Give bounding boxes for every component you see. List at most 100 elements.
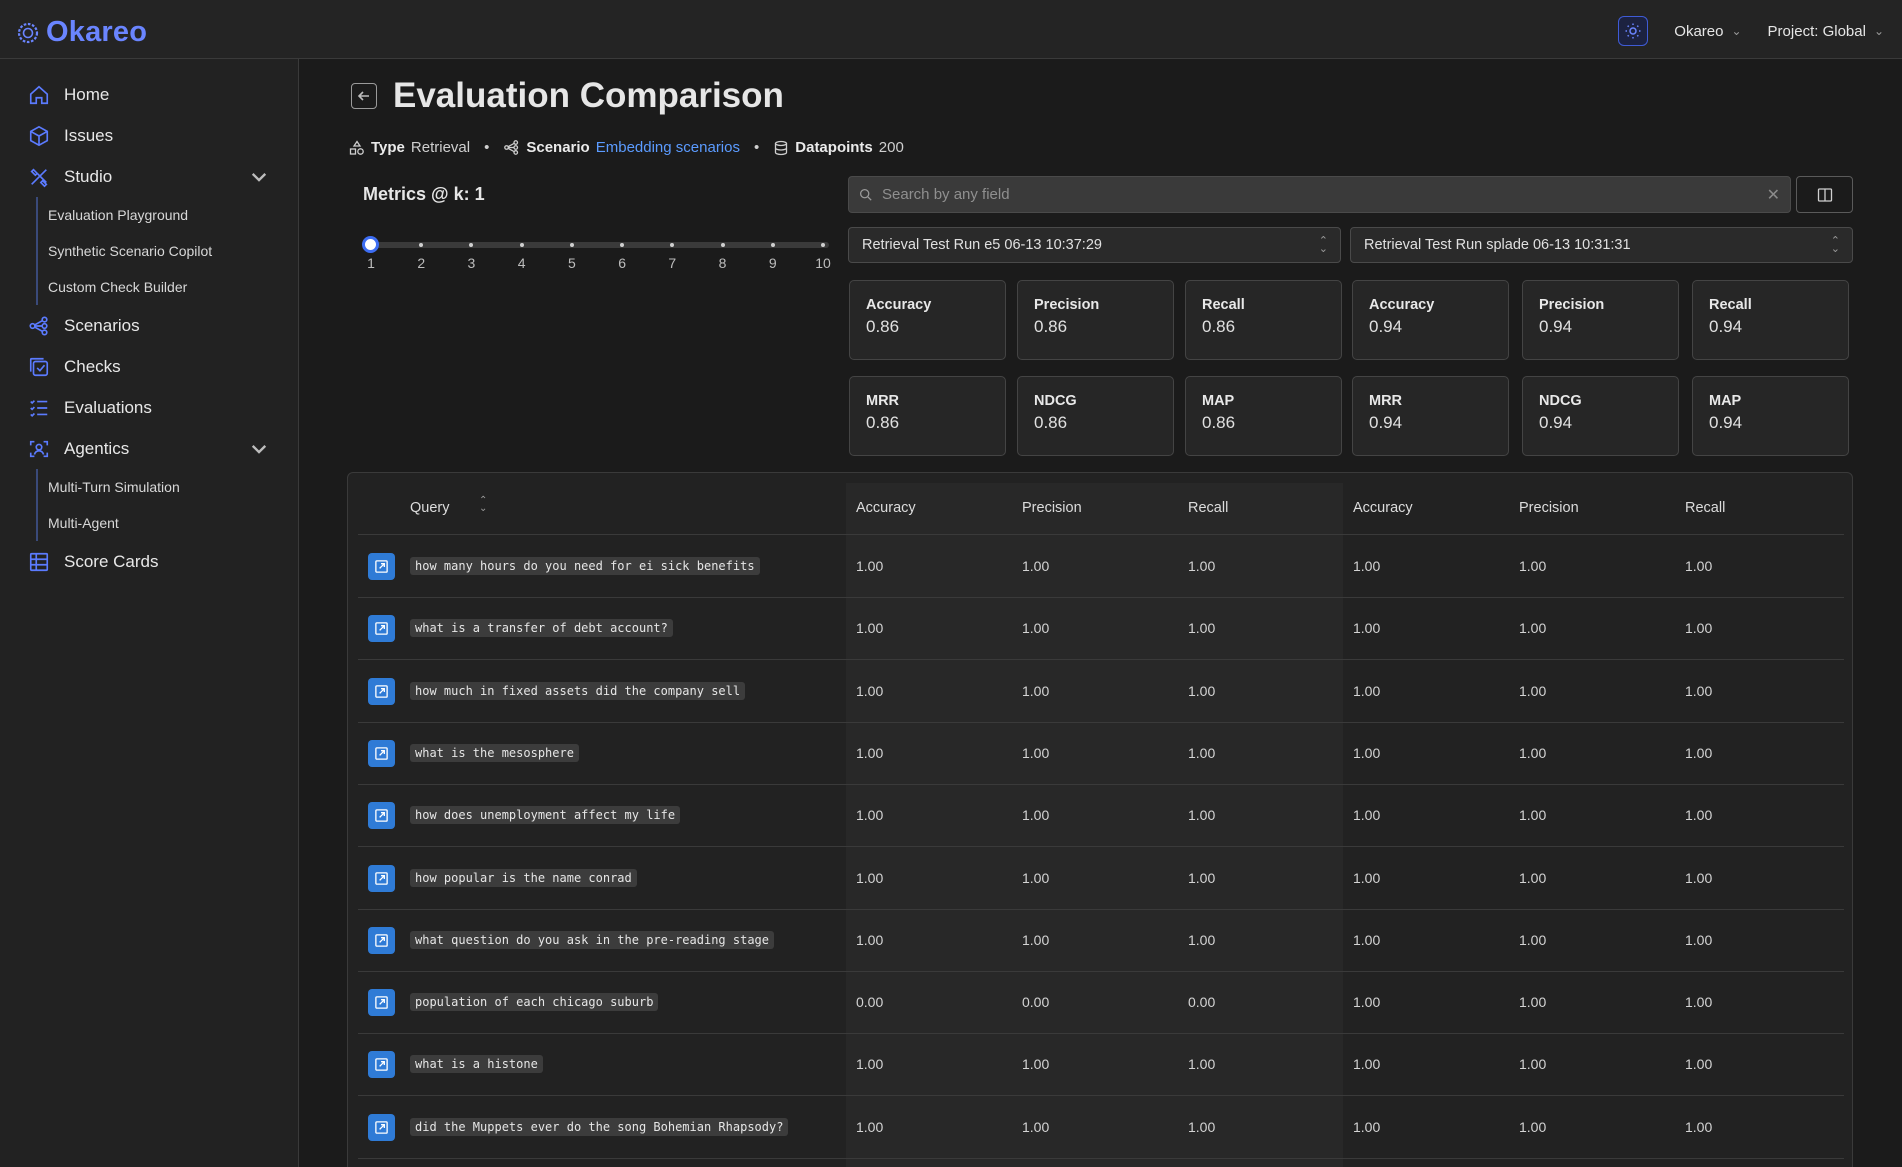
open-detail-button[interactable] [368,553,395,580]
open-detail-button[interactable] [368,802,395,830]
k-slider-step[interactable] [469,243,474,247]
k-slider-step[interactable] [620,243,625,247]
separator-dot: • [754,139,760,156]
main-content: Evaluation Comparison Type Retrieval • S… [299,59,1902,1167]
sidebar-item-scenarios[interactable]: Scenarios [28,315,140,337]
table-row[interactable]: what is the mesosphere 1.00 1.00 1.00 1.00 1.… [358,723,1844,785]
sidebar-item-evaluation-playground[interactable]: Evaluation Playground [48,207,189,223]
metric-name: MRR [866,393,900,409]
cell-run-a-precision: 1.00 [1022,558,1050,574]
columns-icon [1817,187,1832,202]
k-slider-step[interactable] [821,243,825,247]
project-dropdown[interactable]: Project: Global ⌄ [1768,23,1884,40]
k-slider-step[interactable] [720,243,725,247]
run-b-select[interactable]: Retrieval Test Run splade 06-13 10:31:31… [1350,227,1853,263]
sidebar-item-score-cards[interactable]: Score Cards [28,551,158,573]
k-slider-step[interactable] [569,243,574,247]
back-button[interactable] [351,83,377,109]
sidebar-item-custom-check-builder[interactable]: Custom Check Builder [48,279,188,295]
table-row[interactable]: how much in fixed assets did the company… [358,661,1844,723]
cell-run-a-precision: 1.00 [1022,1118,1050,1135]
table-row[interactable]: did the Muppets ever do the song Bohemia… [358,1097,1844,1159]
sidebar-item-synthetic-scenario-copilot[interactable]: Synthetic Scenario Copilot [48,243,213,259]
logo[interactable]: Okareo [16,16,147,49]
k-slider-label: 9 [768,255,777,271]
comparison-table: Query ⌃ ⌄ Accuracy Precision Recall Accur… [347,472,1853,1167]
header-query[interactable]: Query [410,500,450,516]
theme-toggle-button[interactable] [1618,16,1649,46]
cell-run-b-accuracy: 1.00 [1353,807,1381,824]
table-row[interactable]: what is a transfer of debt account? 1.00 1… [358,598,1844,661]
cell-run-a-accuracy: 1.00 [856,744,884,761]
metric-value: 0.94 [1709,413,1743,432]
query-text: what is a histone [410,1055,543,1074]
column-layout-button[interactable] [1796,176,1853,213]
shapes-icon [349,139,364,155]
clear-search-icon[interactable]: ✕ [1766,187,1780,204]
metric-card-run-b-precision: Precision 0.94 [1522,280,1679,360]
run-a-select[interactable]: Retrieval Test Run e5 06-13 10:37:29 ⌃ ⌄ [848,227,1341,263]
cell-run-a-recall: 1.00 [1188,807,1216,824]
header-run-a-recall: Recall [1188,500,1229,516]
open-detail-button[interactable] [368,739,395,767]
k-slider-label: 2 [417,255,426,271]
k-slider-label: 6 [618,255,626,271]
k-slider-step[interactable] [670,243,675,247]
scenario-link[interactable]: Embedding scenarios [595,139,740,156]
sidebar-item-multi-agent[interactable]: Multi-Agent [48,515,119,531]
open-detail-button[interactable] [368,1113,395,1141]
k-slider-thumb[interactable] [362,236,379,253]
scenarios-icon [29,316,48,336]
k-slider-step[interactable] [770,243,775,247]
metric-value: 0.94 [1369,317,1403,336]
cell-run-b-recall: 1.00 [1685,807,1713,824]
table-row[interactable]: what is a histone 1.00 1.00 1.00 1.00 1.00 1.0… [358,1034,1844,1097]
cell-run-b-accuracy: 1.00 [1353,869,1381,886]
k-slider-label: 5 [567,255,576,271]
cell-run-a-precision: 0.00 [1022,994,1050,1011]
k-slider-step[interactable] [419,243,424,247]
table-row[interactable]: what question do you ask in the pre-read… [358,910,1844,972]
studio-icon [30,168,48,188]
query-text: how popular is the name conrad [410,868,637,887]
org-dropdown[interactable]: Okareo ⌄ [1674,23,1741,40]
expand-icon [375,560,388,573]
open-detail-button[interactable] [368,864,395,892]
scorecards-icon [29,552,49,572]
type-label: Type [371,139,405,156]
query-text: how much in fixed assets did the company… [410,681,746,700]
k-slider-track[interactable] [371,242,829,248]
chevron-updown-icon: ⌃ ⌄ [1318,235,1328,255]
sidebar-item-agentics[interactable]: Agentics [28,438,270,460]
metric-name: Accuracy [1369,297,1435,313]
sidebar-item-checks[interactable]: Checks [28,356,121,378]
search-input[interactable] [882,186,1762,203]
open-detail-button[interactable] [368,989,395,1017]
table-row[interactable]: population of each chicago suburb 0.00 0.0… [358,972,1844,1035]
cell-run-b-precision: 1.00 [1519,994,1547,1011]
query-text: population of each chicago suburb [410,993,659,1012]
open-detail-button[interactable] [368,677,395,705]
open-detail-button[interactable] [368,615,395,643]
table-row[interactable]: how many hours do you need for ei sick b… [358,536,1844,598]
expand-icon [375,747,388,760]
sort-icon[interactable]: ⌃ ⌄ [479,495,488,514]
datapoints-label: Datapoints [795,139,873,156]
cell-run-b-precision: 1.00 [1519,682,1547,699]
table-row[interactable]: how popular is the name conrad 1.00 1.00 1.… [358,848,1844,910]
sidebar-item-evaluations[interactable]: Evaluations [28,397,152,419]
page-title: Evaluation Comparison [393,76,784,115]
sidebar-item-studio[interactable]: Studio [28,166,270,188]
search-field[interactable]: ✕ [848,176,1791,213]
sidebar-item-home[interactable]: Home [28,84,109,106]
table-row[interactable]: how does unemployment affect my life 1.00… [358,785,1844,848]
cell-run-b-recall: 1.00 [1685,1118,1713,1135]
sidebar-item-issues[interactable]: Issues [28,125,113,147]
sidebar-item-multi-turn-simulation[interactable]: Multi-Turn Simulation [48,479,180,495]
open-detail-button[interactable] [368,1051,395,1079]
k-slider-step[interactable] [519,243,524,247]
chevron-updown-icon: ⌃ ⌄ [1830,235,1840,255]
metric-card-run-a-map: MAP 0.86 [1185,376,1342,456]
run-b-name: Retrieval Test Run splade 06-13 10:31:31 [1364,237,1631,253]
open-detail-button[interactable] [368,926,395,954]
